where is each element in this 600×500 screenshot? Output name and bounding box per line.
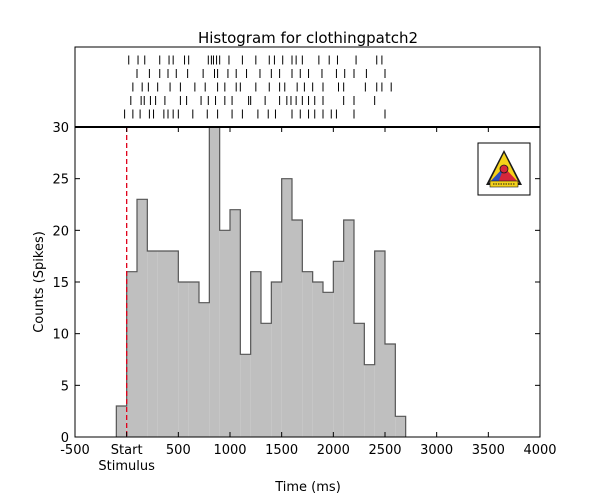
y-tick-label: 5: [61, 379, 69, 394]
x-tick-label: 4000: [523, 443, 556, 458]
histogram-bar: [240, 354, 251, 437]
histogram-bar: [292, 220, 303, 437]
histogram-bar: [209, 127, 220, 437]
histogram-bar: [219, 230, 230, 437]
histogram-outline: [115, 126, 407, 437]
histogram-bar: [230, 209, 241, 437]
x-tick-label: 1000: [213, 443, 246, 458]
histogram-bar: [126, 271, 137, 437]
x-axis-label: Time (ms): [274, 480, 341, 495]
y-tick-label: 10: [52, 328, 69, 343]
histogram-bar: [116, 406, 127, 437]
raster-plot: [124, 55, 392, 119]
x-tick-label: -500: [60, 443, 90, 458]
histogram-bar: [199, 302, 210, 437]
x-tick-label: 2500: [368, 443, 401, 458]
x-tick-label: Start: [111, 443, 143, 458]
x-tick-sublabel-stimulus: Stimulus: [98, 459, 155, 474]
y-axis-label: Counts (Spikes): [32, 231, 47, 333]
histogram-bar: [281, 178, 292, 437]
histogram-bar: [364, 364, 375, 437]
histogram-bar: [261, 323, 272, 437]
histogram-bar: [271, 282, 282, 437]
histogram-bar: [374, 251, 385, 437]
histogram-bar: [385, 344, 396, 437]
x-tick-label: 3000: [420, 443, 453, 458]
histogram-bar: [147, 251, 158, 437]
histogram-bar: [312, 282, 323, 437]
y-tick-label: 0: [61, 431, 69, 446]
patch-logo-image: [477, 142, 531, 196]
histogram-bar: [333, 261, 344, 437]
histogram-bar: [343, 220, 354, 437]
histogram-bar: [302, 271, 313, 437]
histogram-bar: [178, 282, 189, 437]
histogram-bar: [323, 292, 334, 437]
histogram-bar: [168, 251, 179, 437]
axis-ticks: -500 Start 500 1000 1500 2000 2500 3000 3500 4000…: [52, 121, 556, 474]
x-tick-label: 1500: [265, 443, 298, 458]
histogram-bar: [354, 323, 365, 437]
y-tick-label: 15: [52, 276, 69, 291]
chart-title: Histogram for clothingpatch2: [198, 29, 418, 47]
histogram-bar: [250, 271, 261, 437]
x-tick-label: 500: [166, 443, 191, 458]
x-tick-label: 2000: [317, 443, 350, 458]
histogram-bars: [115, 126, 407, 437]
histogram-bar: [157, 251, 168, 437]
histogram-bar: [188, 282, 199, 437]
histogram-bar: [137, 199, 148, 437]
y-tick-label: 25: [52, 173, 69, 188]
histogram-bar: [395, 416, 406, 437]
x-tick-label: 3500: [472, 443, 505, 458]
y-tick-label: 30: [52, 121, 69, 136]
y-tick-label: 20: [52, 224, 69, 239]
